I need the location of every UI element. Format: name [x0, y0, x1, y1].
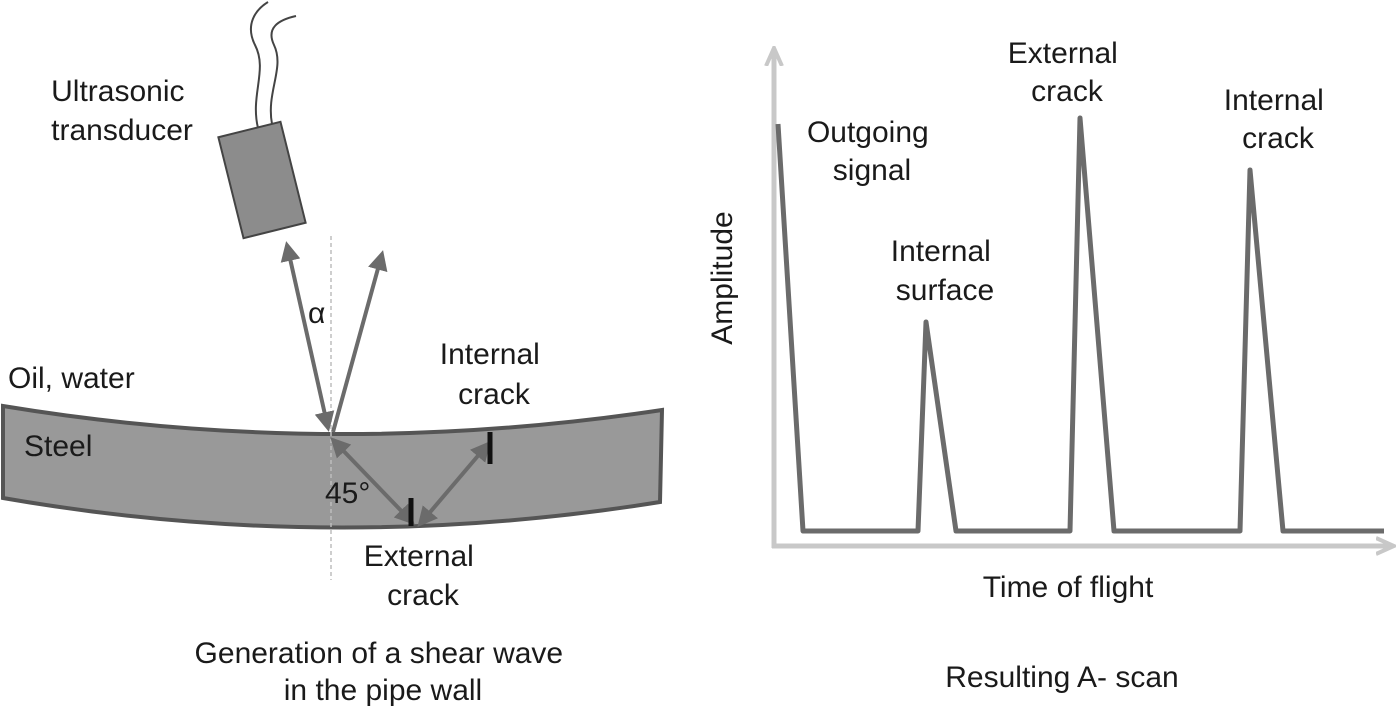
- internal-crack-label: Internal crack: [440, 338, 548, 411]
- angle-alpha-label: α: [308, 297, 325, 330]
- shear-wave-diagram: Ultrasonic transducer α Oil, water Steel…: [0, 1, 665, 707]
- shear-wave-up-arrow: [417, 440, 491, 528]
- a-scan-diagram: Amplitude Time of flight Outgoing signal…: [706, 37, 1392, 694]
- peak-label-internal-crack: Internal crack: [1224, 84, 1332, 155]
- signal-trace: [775, 115, 1384, 534]
- left-caption: Generation of a shear wave in the pipe w…: [195, 637, 572, 707]
- incident-beam-arrow: [280, 241, 335, 432]
- x-axis-label: Time of flight: [983, 571, 1154, 604]
- transducer-body: [217, 120, 307, 240]
- right-caption: Resulting A- scan: [945, 661, 1178, 694]
- medium-label: Oil, water: [8, 362, 135, 395]
- peak-label-external-crack: External crack: [1008, 37, 1126, 108]
- external-crack-label: External crack: [364, 540, 482, 612]
- steel-label: Steel: [24, 430, 92, 463]
- peak-label-outgoing-signal: Outgoing signal: [807, 116, 937, 187]
- y-axis-label: Amplitude: [706, 211, 739, 344]
- peak-label-internal-surface: Internal surface: [891, 235, 999, 307]
- shear-wave-down-arrow: [330, 437, 415, 525]
- reflected-beam-arrow: [331, 250, 388, 433]
- angle-45-label: 45°: [325, 477, 370, 510]
- transducer-label: Ultrasonic transducer: [51, 75, 193, 147]
- transducer-cable: [249, 1, 297, 129]
